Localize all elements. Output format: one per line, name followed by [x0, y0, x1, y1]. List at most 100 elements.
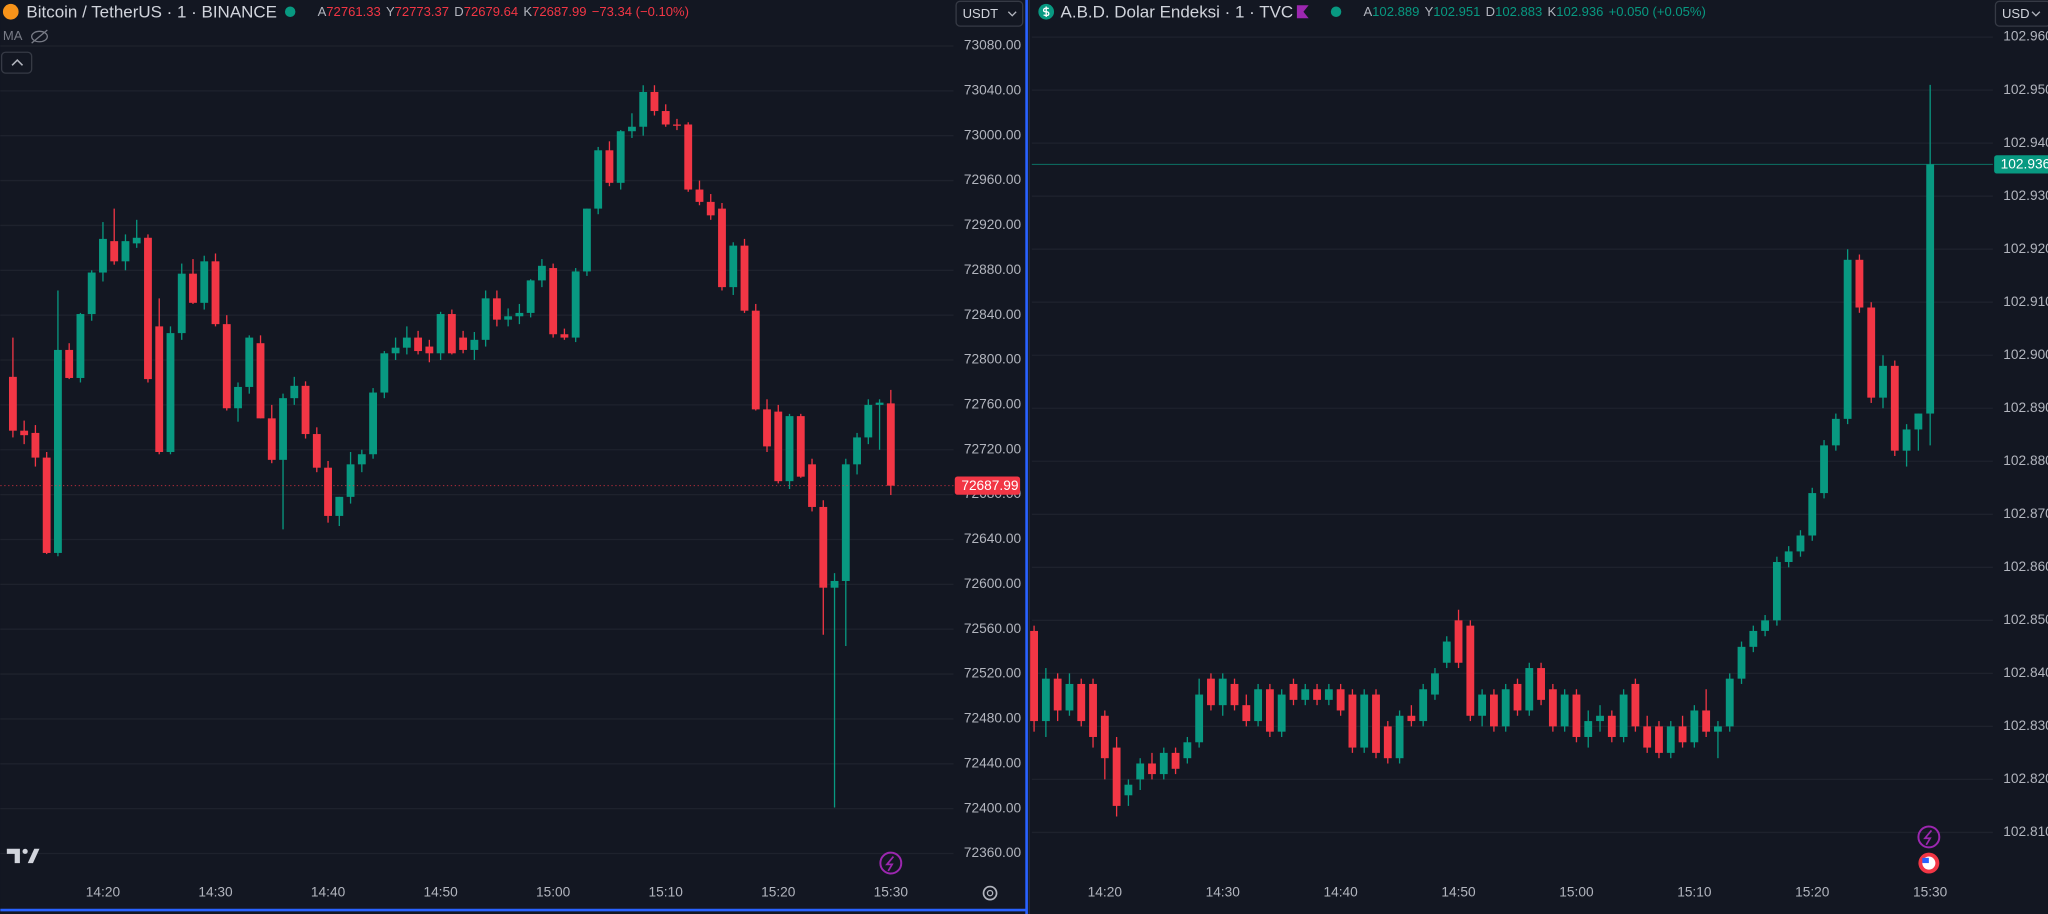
- candle-body: [267, 418, 276, 460]
- ohlc-value: 72773.37: [395, 5, 449, 20]
- candle-body: [1560, 694, 1569, 727]
- last-price-box: [1994, 155, 2048, 174]
- candle-body: [1478, 694, 1487, 716]
- candle-body: [324, 467, 332, 516]
- ohlc-legend: A72761.33 Y72773.37 D72679.64 K72687.99 −73.…: [318, 5, 689, 20]
- collapse-button[interactable]: [0, 51, 33, 74]
- candle-body: [166, 333, 175, 452]
- y-tick-label: 102.860: [2003, 559, 2048, 574]
- status-dot: [284, 6, 296, 17]
- candle-body: [594, 150, 603, 209]
- y-tick-label: 102.880: [2003, 453, 2048, 468]
- indicator-label[interactable]: MA: [3, 28, 23, 43]
- ohlc-value: 102.889: [1372, 5, 1419, 20]
- ohlc-legend: A102.889 Y102.951 D102.883 K102.936 +0.050 (…: [1363, 5, 1705, 20]
- candle-body: [740, 245, 749, 311]
- last-price-label: 102.936: [2001, 157, 2048, 172]
- candle-body: [335, 496, 344, 516]
- candle-body: [1395, 715, 1404, 759]
- candle-body: [1407, 715, 1416, 722]
- candle-body: [1089, 683, 1097, 737]
- visibility-icon[interactable]: [31, 29, 48, 44]
- candle-body: [380, 353, 389, 393]
- candle-body: [1466, 625, 1475, 716]
- candle-body: [1690, 710, 1699, 743]
- candle-body: [796, 416, 805, 477]
- x-tick-label: 14:50: [423, 885, 458, 900]
- candle-body: [706, 201, 715, 216]
- candle-body: [1643, 726, 1652, 748]
- currency-label: USD: [2002, 6, 2030, 21]
- candle-body: [1631, 683, 1640, 727]
- candle-body: [1548, 689, 1557, 727]
- candle-body: [1725, 678, 1734, 727]
- candle-body: [1513, 683, 1522, 711]
- x-tick-label: 14:20: [86, 885, 121, 900]
- candle-body: [763, 409, 771, 447]
- candle-body: [841, 464, 850, 581]
- text-layer: 73080.00 73040.00 73000.00 72960.00 72920.00…: [86, 5, 2048, 900]
- candle-body: [110, 241, 119, 262]
- candle-body: [1808, 493, 1817, 536]
- candle-body: [1324, 689, 1333, 700]
- ohlc-key: Y: [386, 5, 395, 20]
- y-tick-label: 72840.00: [964, 307, 1022, 322]
- candle-body: [1749, 630, 1758, 647]
- candle-body: [1336, 689, 1345, 711]
- candle-body: [1619, 694, 1628, 737]
- ohlc-value: 102.883: [1495, 5, 1542, 20]
- ohlc-key: K: [523, 5, 532, 20]
- candle-body: [222, 324, 231, 409]
- candle-body: [1914, 413, 1923, 430]
- candle-body: [628, 126, 636, 132]
- settings-icon[interactable]: [982, 885, 998, 901]
- last-price-box: [954, 476, 1021, 495]
- ohlc-value: 102.936: [1556, 5, 1603, 20]
- candle-body: [1431, 673, 1439, 695]
- ohlc-change: +0.050 (+0.05%): [1609, 5, 1706, 20]
- candle-body: [1065, 683, 1074, 711]
- candle-body: [718, 208, 726, 288]
- candle-body: [76, 314, 85, 378]
- y-tick-label: 72440.00: [964, 755, 1022, 770]
- candle-body: [853, 437, 861, 465]
- candle-body: [1195, 694, 1204, 743]
- candle-body: [673, 124, 681, 126]
- y-tick-label: 102.940: [2003, 135, 2048, 150]
- event-icon[interactable]: [1918, 852, 1940, 874]
- candle-body: [436, 314, 445, 354]
- candle-body: [1100, 715, 1109, 759]
- candle-body: [447, 314, 456, 354]
- alert-icon[interactable]: [879, 851, 903, 875]
- ohlc-key: A: [318, 5, 327, 20]
- symbol-title[interactable]: A.B.D. Dolar Endeksi · 1 · TVC: [1061, 3, 1294, 22]
- candle-body: [481, 298, 490, 340]
- candle-body: [1454, 620, 1463, 663]
- y-tick-label: 102.830: [2003, 718, 2048, 733]
- symbol-title[interactable]: Bitcoin / TetherUS · 1 · BINANCE: [26, 3, 277, 22]
- candle-body: [279, 398, 287, 460]
- ohlc-key: K: [1548, 5, 1557, 20]
- candle-body: [312, 434, 321, 468]
- candle-body: [8, 376, 17, 431]
- y-tick-label: 73040.00: [964, 82, 1022, 97]
- candle-body: [132, 237, 141, 244]
- currency-button[interactable]: USD: [1994, 0, 2048, 27]
- y-tick-label: 102.840: [2003, 665, 2048, 680]
- candle-body: [729, 245, 738, 288]
- alert-icon[interactable]: [1917, 825, 1941, 849]
- y-tick-label: 72800.00: [964, 352, 1022, 367]
- candle-body: [616, 131, 625, 183]
- y-tick-label: 72400.00: [964, 800, 1022, 815]
- candle-body: [549, 268, 558, 335]
- candle-body: [31, 432, 40, 458]
- currency-button[interactable]: USDT: [955, 0, 1024, 27]
- candle-body: [526, 280, 535, 313]
- candle-body: [155, 326, 164, 452]
- y-tick-label: 102.920: [2003, 241, 2048, 256]
- candle-body: [492, 298, 501, 320]
- x-tick-label: 14:50: [1441, 885, 1476, 900]
- candle-body: [1348, 694, 1357, 748]
- candle-body: [1902, 429, 1911, 451]
